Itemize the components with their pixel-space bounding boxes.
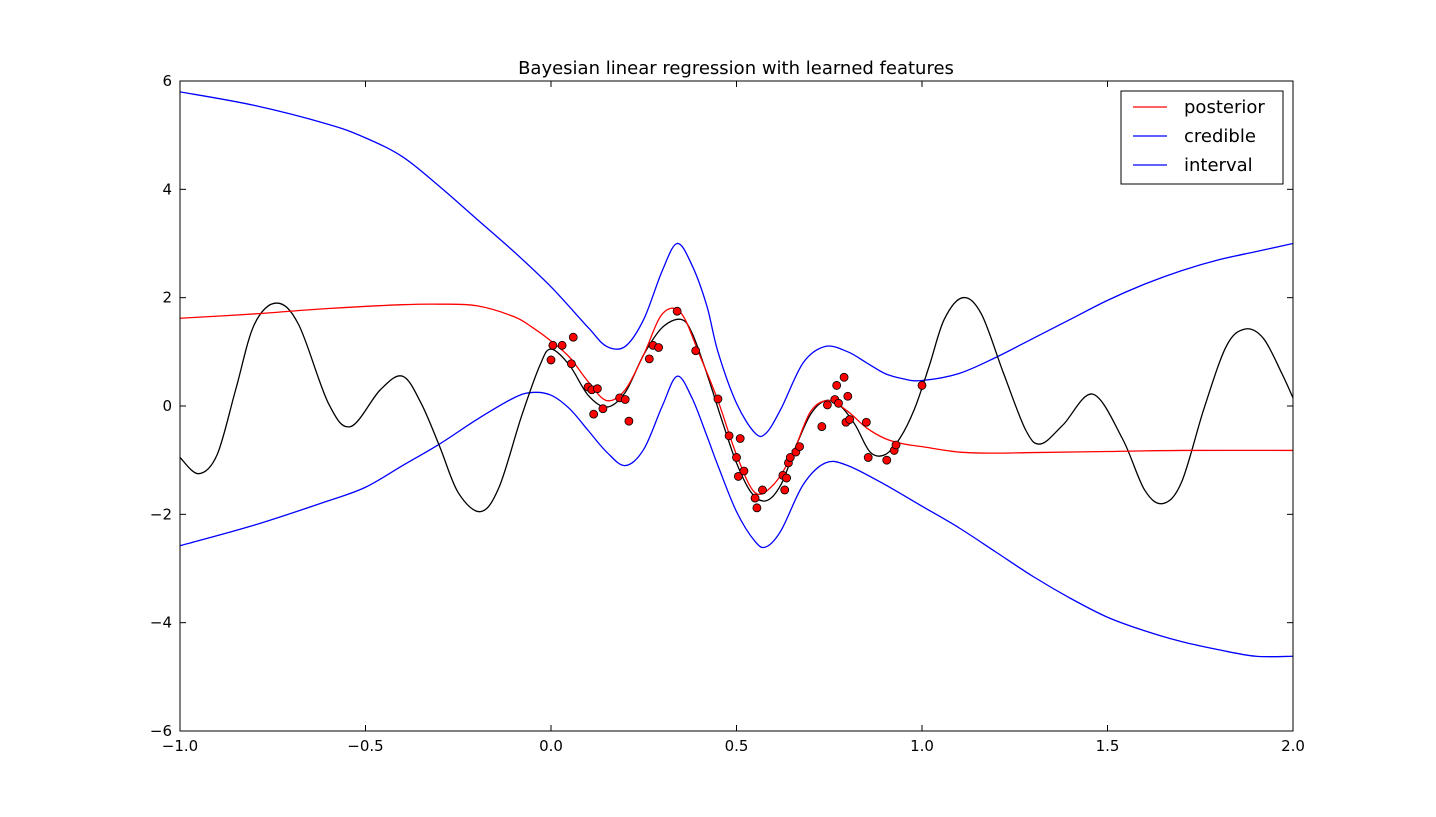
series-line-credible — [180, 91, 1293, 438]
x-axis: −1.0 −0.5 0.0 0.5 1.0 1.5 2.0 — [162, 81, 1305, 755]
data-point — [782, 473, 791, 483]
data-point — [724, 431, 734, 441]
legend-label: credible — [1184, 126, 1256, 147]
data-point — [843, 391, 853, 401]
x-tick-label: 2.0 — [1281, 737, 1305, 755]
x-tick-label: −0.5 — [347, 737, 383, 755]
x-tick-label: 1.5 — [1096, 737, 1120, 755]
data-point — [817, 422, 827, 431]
data-point — [839, 372, 849, 382]
y-tick-label: 4 — [162, 180, 172, 198]
legend-label: interval — [1184, 155, 1253, 176]
data-point — [733, 472, 743, 481]
x-tick-label: −1.0 — [162, 737, 198, 755]
data-point — [557, 340, 567, 350]
x-tick-label: 0.0 — [539, 737, 563, 755]
data-point — [891, 440, 901, 450]
data-point — [644, 354, 654, 364]
y-tick-label: −4 — [150, 614, 172, 632]
data-point — [735, 434, 745, 443]
data-point — [785, 453, 795, 462]
data-point — [672, 306, 682, 316]
data-point — [620, 395, 630, 404]
x-tick-label: 1.0 — [910, 737, 934, 755]
y-tick-label: −2 — [150, 505, 172, 523]
data-point — [589, 409, 599, 419]
series-layer — [180, 91, 1293, 658]
y-axis: −6 −4 −2 0 2 4 6 — [150, 72, 1293, 740]
y-tick-label: 2 — [162, 289, 172, 307]
legend: posterior credible interval — [1120, 90, 1284, 185]
data-point — [546, 355, 556, 365]
y-tick-label: 0 — [162, 397, 172, 415]
y-tick-label: −6 — [150, 722, 172, 740]
data-point — [752, 503, 762, 513]
x-tick-label: 0.5 — [725, 737, 749, 755]
data-point — [822, 400, 832, 410]
data-point — [845, 415, 855, 424]
data-point — [917, 381, 927, 390]
data-point — [691, 346, 701, 356]
legend-label: posterior — [1184, 97, 1265, 118]
chart-title: Bayesian linear regression with learned … — [518, 58, 954, 79]
series-line-posterior — [180, 303, 1293, 496]
data-point — [750, 493, 760, 503]
data-point — [732, 453, 741, 462]
data-point — [548, 340, 558, 350]
data-point — [795, 442, 804, 452]
data-points-layer — [546, 306, 927, 513]
data-point — [882, 455, 892, 465]
data-point — [592, 384, 602, 394]
data-point — [568, 332, 578, 342]
data-point — [739, 466, 749, 476]
data-point — [758, 485, 767, 495]
data-point — [832, 381, 842, 390]
data-point — [624, 416, 634, 426]
data-point — [713, 394, 723, 404]
series-line-interval — [180, 375, 1293, 658]
y-tick-label: 6 — [162, 72, 172, 90]
data-point — [780, 485, 790, 495]
data-point — [567, 359, 576, 369]
data-point — [834, 398, 843, 408]
data-point — [654, 343, 663, 352]
data-point — [863, 453, 873, 462]
data-point — [598, 404, 608, 414]
series-line-true-function — [180, 296, 1293, 513]
data-point — [861, 417, 871, 427]
